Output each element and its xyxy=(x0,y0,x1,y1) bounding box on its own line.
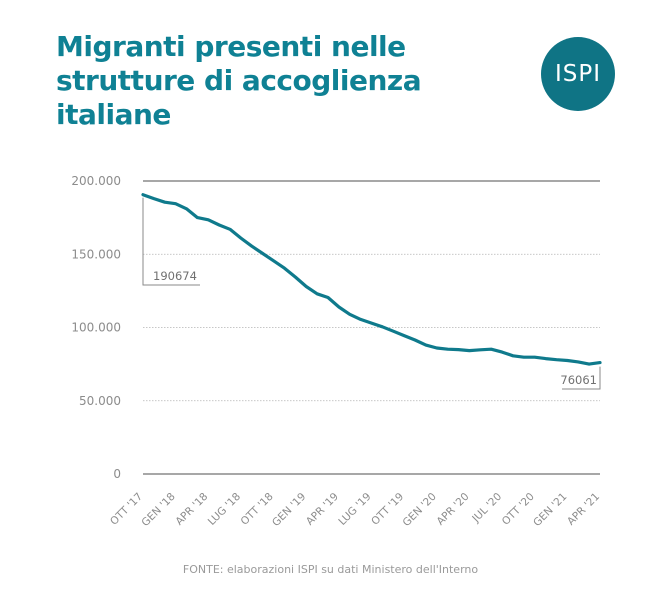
data-point xyxy=(240,237,242,240)
data-point xyxy=(316,292,318,295)
data-point xyxy=(229,228,231,231)
data-point xyxy=(381,325,384,328)
data-point xyxy=(457,348,460,351)
data-point xyxy=(479,348,482,351)
series-line xyxy=(141,193,602,366)
data-point xyxy=(370,322,373,324)
y-tick-label: 100.000 xyxy=(71,321,121,335)
y-tick-label: 50.000 xyxy=(79,394,121,408)
x-tick-label: OTT '18 xyxy=(239,491,276,528)
annotation-label: 190674 xyxy=(153,269,197,283)
data-point xyxy=(327,296,329,299)
data-point xyxy=(348,313,351,316)
data-point xyxy=(588,363,590,365)
x-tick-label: OTT '19 xyxy=(369,491,406,528)
data-point xyxy=(512,354,514,357)
annotation-label: 76061 xyxy=(560,373,597,387)
data-point xyxy=(403,334,405,337)
annotation-leader xyxy=(142,197,200,286)
data-point xyxy=(305,285,308,288)
logo-text: ISPI xyxy=(554,61,602,87)
data-point xyxy=(196,216,199,219)
x-tick-label: GEN '21 xyxy=(531,491,569,529)
series xyxy=(141,193,602,366)
y-axis-tick-labels: 0 50.000 100.000 150.000 200.000 xyxy=(71,174,121,481)
x-tick-label: APR '21 xyxy=(565,491,602,528)
data-point xyxy=(163,201,166,204)
data-point xyxy=(425,344,427,346)
data-point xyxy=(185,207,188,210)
data-point xyxy=(142,193,144,196)
source-note: FONTE: elaborazioni ISPI su dati Ministe… xyxy=(182,563,479,576)
data-point xyxy=(414,339,416,341)
y-tick-label: 150.000 xyxy=(71,247,121,261)
data-point xyxy=(283,267,286,270)
data-point xyxy=(533,356,536,359)
data-point xyxy=(338,306,340,308)
data-point xyxy=(599,361,601,364)
data-point xyxy=(359,318,362,321)
x-tick-label: LUG '18 xyxy=(206,491,243,528)
data-point xyxy=(272,259,275,262)
data-point xyxy=(218,224,221,226)
x-tick-label: LUG '19 xyxy=(336,491,373,528)
data-point xyxy=(566,359,569,362)
data-point xyxy=(501,351,503,353)
ispi-logo: ISPI xyxy=(541,37,615,111)
chart-title: Migranti presenti nelle strutture di acc… xyxy=(56,30,422,131)
data-point xyxy=(522,356,525,359)
x-tick-label: APR '19 xyxy=(304,491,341,528)
data-point xyxy=(555,358,558,361)
data-point xyxy=(577,361,580,363)
x-tick-label: APR '18 xyxy=(173,491,210,528)
data-point xyxy=(207,218,210,221)
grid-lines xyxy=(143,180,600,475)
data-point xyxy=(294,276,297,278)
data-point xyxy=(446,348,449,351)
data-point xyxy=(261,252,264,255)
x-tick-label: GEN '18 xyxy=(139,491,177,529)
x-tick-label: APR '20 xyxy=(434,491,471,528)
y-tick-label: 200.000 xyxy=(71,174,121,188)
data-point xyxy=(174,202,177,205)
data-point xyxy=(490,348,493,351)
data-point xyxy=(435,347,438,349)
x-tick-label: OTT '17 xyxy=(108,491,145,528)
data-point xyxy=(392,330,395,333)
x-tick-label: GEN '20 xyxy=(401,491,439,529)
annotation-leader xyxy=(562,366,601,390)
x-tick-label: JUL '20 xyxy=(469,491,504,526)
y-tick-label: 0 xyxy=(113,467,121,481)
data-point xyxy=(153,197,155,200)
data-point xyxy=(250,245,253,248)
data-point xyxy=(544,357,547,360)
annotations: 190674 76061 xyxy=(142,197,601,390)
x-tick-label: OTT '20 xyxy=(500,491,537,528)
x-tick-label: GEN '19 xyxy=(270,491,308,529)
data-point xyxy=(468,349,471,352)
